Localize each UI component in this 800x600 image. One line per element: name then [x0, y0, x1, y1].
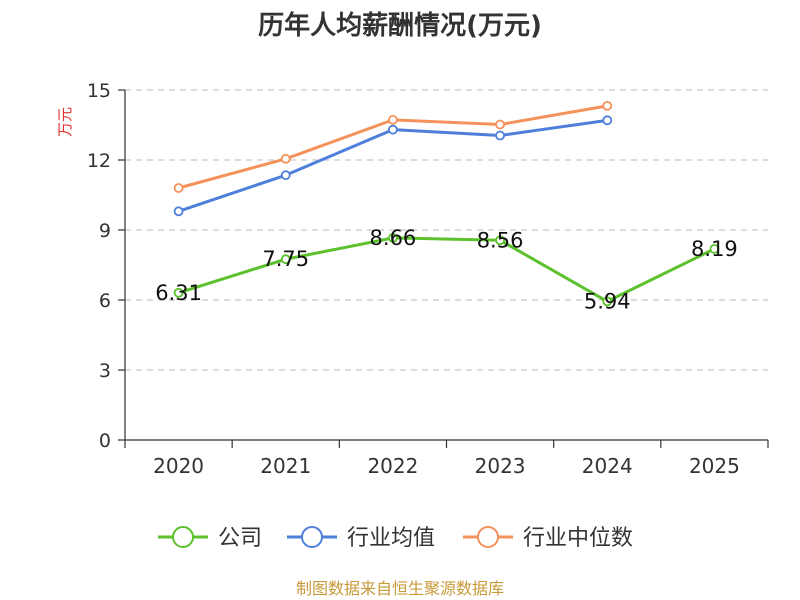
data-point: [709, 243, 720, 254]
data-labels: 6.31 7.75 8.66 8.56 5.94 8.19: [155, 226, 738, 313]
x-tick-label: 2020: [153, 454, 204, 478]
data-label: 7.75: [262, 247, 309, 271]
data-point: [495, 235, 505, 246]
data-point: [280, 153, 291, 164]
data-label: 5.94: [584, 289, 631, 313]
data-source-footer: 制图数据来自恒生聚源数据库: [296, 579, 504, 598]
data-point: [173, 183, 184, 193]
y-tick-label: 15: [87, 80, 111, 102]
legend-marker: [477, 526, 499, 548]
grid-lines: [125, 89, 768, 371]
data-label: 8.56: [477, 228, 524, 252]
y-tick-label: 0: [99, 430, 111, 452]
legend-label: 行业中位数: [523, 526, 633, 551]
y-tick-label: 9: [99, 220, 111, 242]
axes: 0 3 6 9 12 15 2020 2021 2022 2023 2024 2025: [87, 80, 769, 478]
x-tick-label: 2022: [367, 454, 418, 478]
data-point: [495, 130, 505, 141]
legend: 公司 行业均值 行业中位数: [158, 526, 633, 551]
x-tick-label: 2024: [582, 454, 633, 478]
data-point: [173, 287, 184, 298]
data-point: [388, 233, 398, 243]
legend-item-2[interactable]: 行业中位数: [463, 526, 633, 551]
data-point: [173, 206, 184, 217]
legend-label: 公司: [218, 526, 262, 551]
y-tick-label: 12: [87, 150, 111, 172]
data-label: 8.66: [370, 226, 417, 250]
y-tick-label: 3: [99, 360, 111, 382]
data-point: [388, 114, 398, 125]
data-point: [602, 100, 613, 111]
y-axis-label: 万元: [56, 107, 74, 137]
x-tick-label: 2023: [475, 454, 526, 478]
y-tick-label: 6: [99, 290, 111, 312]
data-point: [602, 296, 613, 307]
legend-label: 行业均值: [347, 526, 435, 551]
data-label: 8.19: [691, 237, 738, 261]
data-point: [495, 119, 505, 130]
series-line-0: [178, 236, 716, 303]
legend-item-0[interactable]: 公司: [158, 526, 262, 551]
data-label: 6.31: [155, 281, 202, 305]
x-tick-label: 2025: [689, 454, 740, 478]
series-lines: [178, 104, 716, 303]
legend-marker: [301, 526, 323, 548]
data-point: [280, 170, 291, 181]
legend-marker: [172, 526, 194, 548]
legend-item-1[interactable]: 行业均值: [287, 526, 435, 551]
chart-title: 历年人均薪酬情况(万元): [258, 10, 542, 41]
data-point: [388, 124, 398, 135]
x-tick-label: 2021: [260, 454, 311, 478]
data-point: [280, 254, 291, 265]
data-points: [173, 100, 720, 307]
data-point: [602, 115, 613, 126]
